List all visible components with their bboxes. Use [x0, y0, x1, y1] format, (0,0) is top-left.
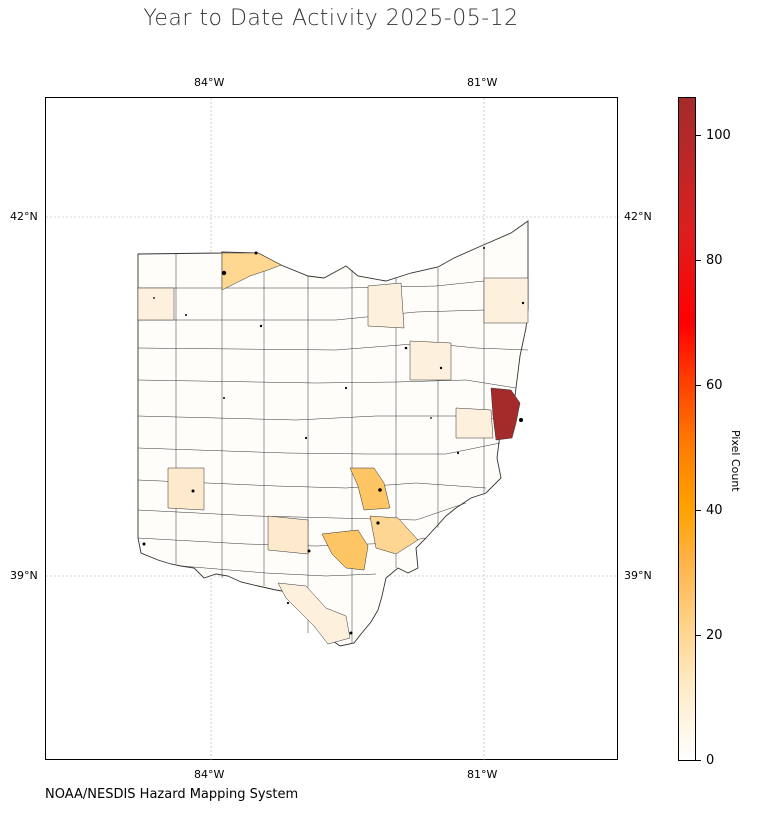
county-row-10: [180, 565, 377, 577]
colorbar-label-40: 40: [706, 503, 723, 518]
county-butler: [167, 467, 205, 511]
detection-point: [430, 417, 432, 419]
detection-point: [483, 247, 485, 249]
colorbar-tick-40: [696, 510, 701, 511]
right-lat-tick-39n: 39°N: [624, 569, 652, 582]
right-lat-tick-42n: 42°N: [624, 210, 652, 223]
detection-point: [404, 346, 408, 350]
detection-point: [376, 521, 380, 525]
detection-point: [307, 549, 311, 553]
colorbar-tick-20: [696, 635, 701, 636]
detection-point: [259, 324, 263, 328]
map-svg: [46, 98, 619, 761]
county-row-8: [137, 502, 467, 521]
colorbar-tick-0: [696, 760, 701, 761]
detection-point: [185, 314, 187, 316]
detection-point: [344, 386, 348, 390]
detection-point: [456, 451, 460, 455]
colorbar-label-100: 100: [706, 128, 731, 143]
detection-point: [349, 631, 353, 635]
county-perry: [349, 467, 391, 511]
bottom-lon-tick-84w: 84°W: [194, 768, 225, 781]
colorbar-tick-60: [696, 385, 701, 386]
shaded-counties: [137, 252, 529, 645]
detection-point: [378, 488, 382, 492]
detection-point: [519, 418, 523, 422]
colorbar-label-0: 0: [706, 753, 715, 768]
detection-point: [286, 601, 290, 605]
colorbar-tick-100: [696, 135, 701, 136]
chart-title: Year to Date Activity 2025-05-12: [143, 6, 519, 31]
county-jackson: [321, 529, 369, 571]
fire-detections: [142, 247, 525, 635]
detection-point: [221, 270, 227, 276]
county-athens: [369, 515, 419, 555]
gridlines: [46, 98, 619, 761]
detection-point: [304, 436, 308, 440]
top-lon-tick-81w: 81°W: [467, 76, 498, 89]
detection-point: [439, 366, 443, 370]
detection-point: [223, 397, 225, 399]
colorbar-label-20: 20: [706, 628, 723, 643]
detection-point: [191, 489, 195, 493]
county-row-6: [137, 442, 501, 455]
left-lat-tick-39n: 39°N: [10, 569, 38, 582]
county-mahoning: [483, 277, 529, 324]
county-belmont: [455, 407, 494, 439]
map-frame: [45, 97, 619, 761]
bottom-lon-tick-81w: 81°W: [467, 768, 498, 781]
detection-point: [521, 301, 525, 305]
credit-text: NOAA/NESDIS Hazard Mapping System: [45, 787, 299, 802]
colorbar-label-80: 80: [706, 253, 723, 268]
left-lat-tick-42n: 42°N: [10, 210, 38, 223]
county-row-7: [137, 479, 487, 489]
detection-point: [142, 542, 146, 546]
detection-point: [153, 297, 155, 299]
detection-point: [254, 251, 258, 255]
colorbar: [678, 97, 696, 761]
top-lon-tick-84w: 84°W: [194, 76, 225, 89]
colorbar-title: Pixel Count: [729, 430, 742, 492]
county-jefferson: [490, 387, 521, 441]
county-summit: [367, 282, 405, 329]
county-lawrence: [277, 582, 351, 645]
colorbar-label-60: 60: [706, 378, 723, 393]
county-williams: [137, 287, 175, 321]
county-pike: [267, 515, 309, 555]
county-tuscarawas: [409, 340, 452, 381]
colorbar-tick-80: [696, 260, 701, 261]
county-lucas: [221, 252, 282, 291]
